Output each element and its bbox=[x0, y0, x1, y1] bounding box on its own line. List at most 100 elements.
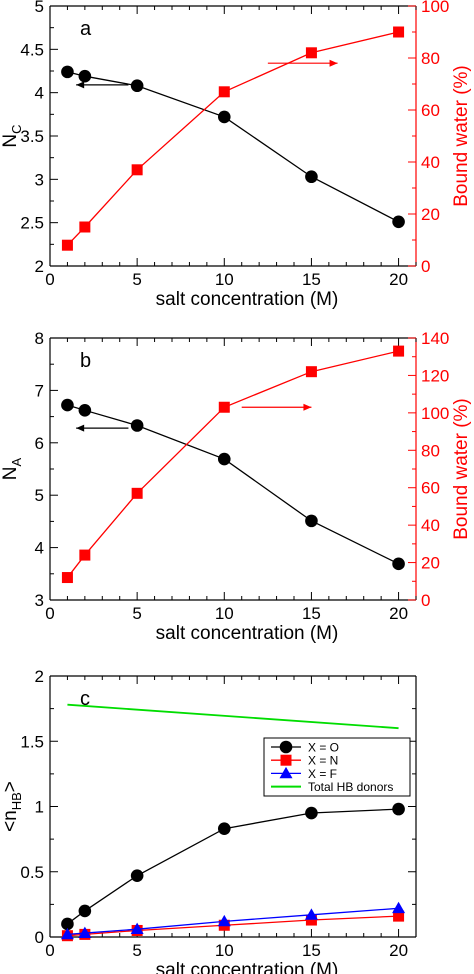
x-tick-label: 0 bbox=[45, 604, 54, 623]
series-1 bbox=[61, 26, 405, 251]
y2-tick-label: 0 bbox=[421, 257, 430, 276]
data-point bbox=[79, 221, 91, 233]
y-tick-label: 5 bbox=[35, 486, 44, 505]
series-line bbox=[67, 703, 399, 730]
y-tick-label: 3.5 bbox=[20, 127, 44, 146]
data-point bbox=[217, 914, 231, 927]
y-tick-label: 1.5 bbox=[20, 732, 44, 751]
x-tick-label: 0 bbox=[45, 270, 54, 289]
data-point bbox=[305, 806, 318, 820]
y-axis-label-main: N bbox=[0, 134, 21, 148]
y-axis-label: NA bbox=[0, 457, 24, 480]
data-point bbox=[305, 170, 318, 184]
data-point bbox=[305, 366, 317, 378]
y-tick-label: 3 bbox=[35, 591, 44, 610]
panel-a: 0 5 10 15 20 2 2.5 3 3.5 4 4.5 5 0 20 40 60 80 100 salt co… bbox=[0, 0, 472, 310]
data-point bbox=[392, 802, 405, 816]
y2-axis-label: Bound water (%) bbox=[451, 398, 472, 540]
data-point bbox=[393, 910, 405, 922]
series-0 bbox=[61, 802, 405, 931]
y-axis-label-sub: HB bbox=[9, 792, 24, 810]
series-line bbox=[67, 404, 399, 565]
arrow-head bbox=[76, 424, 85, 432]
data-point bbox=[305, 47, 317, 59]
y-tick-label: 4 bbox=[35, 539, 44, 558]
x-tick-label: 10 bbox=[215, 941, 234, 960]
legend-label: X = F bbox=[308, 767, 337, 781]
y-tick-label: 7 bbox=[35, 381, 44, 400]
data-point bbox=[218, 401, 230, 413]
data-point bbox=[79, 549, 91, 561]
data-point bbox=[305, 914, 317, 926]
y2-tick-label: 0 bbox=[421, 591, 430, 610]
data-point bbox=[78, 926, 92, 938]
y2-tick-label: 100 bbox=[421, 404, 449, 423]
series-line bbox=[66, 31, 399, 246]
data-point bbox=[131, 164, 143, 176]
data-point bbox=[130, 79, 144, 93]
x-tick-label: 0 bbox=[45, 941, 54, 960]
data-point bbox=[392, 215, 405, 229]
y-tick-label: 4 bbox=[35, 84, 44, 103]
data-point bbox=[217, 452, 231, 466]
x-tick-label: 20 bbox=[389, 270, 408, 289]
data-point bbox=[61, 572, 73, 584]
x-axis-label: salt concentration (M) bbox=[156, 623, 339, 644]
y-tick-label: 5 bbox=[35, 0, 44, 16]
y2-tick-label: 60 bbox=[421, 479, 440, 498]
x-tick-label: 15 bbox=[302, 270, 321, 289]
y-tick-label: 8 bbox=[35, 329, 44, 348]
x-tick-label: 15 bbox=[302, 941, 321, 960]
y2-tick-label: 100 bbox=[421, 0, 449, 16]
panel-letter: a bbox=[80, 18, 92, 40]
y-tick-label: 0.5 bbox=[20, 863, 44, 882]
data-point bbox=[304, 908, 318, 920]
series-line bbox=[67, 907, 399, 936]
data-point bbox=[60, 927, 74, 940]
y-axis-label-end: > bbox=[0, 781, 21, 792]
arrow-left bbox=[76, 81, 129, 89]
arrow-head bbox=[329, 59, 338, 67]
y2-tick-label: 80 bbox=[421, 441, 440, 460]
x-tick-label: 5 bbox=[132, 941, 141, 960]
panel-letter: b bbox=[80, 350, 91, 372]
data-point bbox=[61, 239, 73, 251]
series-3 bbox=[67, 703, 399, 730]
y-axis-label-main: N bbox=[0, 466, 21, 480]
x-tick-label: 20 bbox=[389, 941, 408, 960]
data-point bbox=[61, 398, 74, 412]
data-point bbox=[61, 917, 74, 931]
y-tick-label: 0 bbox=[35, 928, 44, 947]
data-point bbox=[305, 514, 318, 528]
legend-marker bbox=[279, 740, 293, 754]
arrow-left bbox=[76, 424, 129, 432]
data-point bbox=[392, 557, 405, 571]
y2-tick-label: 140 bbox=[421, 329, 449, 348]
legend-item: X = O bbox=[271, 741, 339, 755]
y2-tick-label: 120 bbox=[421, 366, 449, 385]
data-point bbox=[393, 26, 405, 38]
data-point bbox=[392, 901, 406, 914]
legend-item: X = N bbox=[271, 754, 338, 768]
x-tick-label: 20 bbox=[389, 604, 408, 623]
data-point bbox=[218, 86, 230, 98]
y-tick-label: 6 bbox=[35, 434, 44, 453]
y-tick-label: 3 bbox=[35, 170, 44, 189]
series-0 bbox=[61, 398, 405, 571]
y-tick-label: 2 bbox=[35, 667, 44, 686]
legend-marker bbox=[280, 754, 292, 766]
data-point bbox=[131, 487, 143, 499]
y-axis-label: NC bbox=[0, 124, 24, 147]
series-line bbox=[67, 808, 399, 925]
legend-item: X = F bbox=[271, 766, 337, 781]
panel-letter: c bbox=[80, 688, 90, 710]
data-point bbox=[78, 69, 92, 83]
y2-tick-label: 20 bbox=[421, 554, 440, 573]
x-tick-label: 15 bbox=[302, 604, 321, 623]
data-point bbox=[78, 904, 92, 918]
y-axis-label-main: <n bbox=[0, 810, 21, 832]
series-1 bbox=[61, 345, 405, 584]
